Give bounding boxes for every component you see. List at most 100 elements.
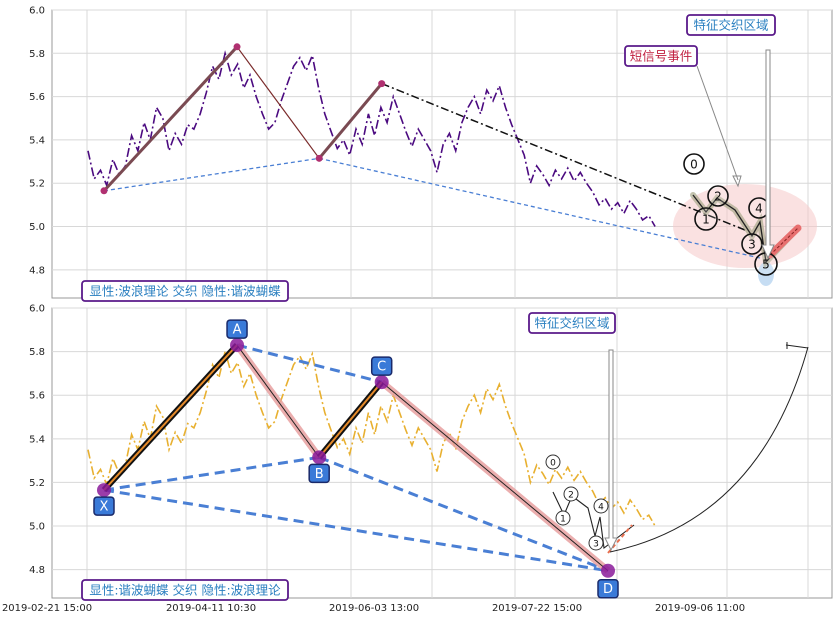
harmonic-pivot xyxy=(312,450,327,465)
top-panel: 4.8 5.0 5.2 5.4 5.6 5.8 6.0 0 12 3 4 5 特征交织区域短信号事件显… xyxy=(29,6,833,302)
y-tick-label: 5.2 xyxy=(29,478,45,489)
trend-line xyxy=(381,82,746,231)
dashed-line-2 xyxy=(319,157,761,259)
bottom-y-axis: 4.8 5.0 5.2 5.4 5.6 5.8 6.0 xyxy=(29,304,45,577)
harmonic-pivot xyxy=(230,338,245,353)
wave-count-label: 3 xyxy=(748,238,756,252)
wave-leg-3 xyxy=(318,82,383,160)
harmonic-point-label: X xyxy=(100,500,109,515)
harmonic-label-box xyxy=(370,356,393,376)
bottom-wave-label: 4 xyxy=(598,503,604,513)
harmonic-label-box xyxy=(93,496,115,516)
harmonic-leg-thin-0 xyxy=(236,344,320,458)
harmonic-point-label: C xyxy=(377,360,386,375)
bottom-zone-label: 特征交织区域 xyxy=(534,316,609,331)
bottom-wave-label: 0 xyxy=(550,459,556,469)
bottom-panel: 4.8 5.0 5.2 5.4 5.6 5.8 6.0 0 1 2 3 4 X A B C D 特征交织区域显性… xyxy=(29,304,833,601)
harmonic-label-box xyxy=(308,463,330,484)
top-zone-label: 特征交织区域 xyxy=(693,18,768,33)
y-tick-label: 4.8 xyxy=(29,565,45,576)
x-tick-label: 2019-06-03 13:00 xyxy=(329,603,419,614)
projection-arc xyxy=(609,346,809,553)
pivot-point xyxy=(315,154,323,162)
y-tick-label: 5.4 xyxy=(29,434,45,445)
top-event-label: 短信号事件 xyxy=(630,49,693,64)
bottom-wave-marker xyxy=(588,535,604,551)
zone-arrow xyxy=(761,49,775,260)
top-legend-label: 显性:波浪理论 交织 隐性:谐波蝴蝶 xyxy=(89,284,281,299)
bottom-wave-label: 2 xyxy=(568,491,574,501)
x-tick-label: 2019-07-22 15:00 xyxy=(492,603,582,614)
wave-count-path xyxy=(692,194,799,264)
top-wave-overlay xyxy=(100,43,802,269)
dashed-line-1 xyxy=(103,157,320,192)
harmonic-point-label: A xyxy=(233,323,242,338)
bottom-wave-marker xyxy=(555,510,571,526)
bottom-price-series xyxy=(87,348,656,527)
bottom-wave-marker xyxy=(593,498,609,514)
bottom-wave-label: 1 xyxy=(560,515,566,525)
wave-leg-2 xyxy=(236,46,320,159)
wave-leg-1 xyxy=(102,45,239,192)
y-tick-label: 5.8 xyxy=(29,49,45,60)
harmonic-leg-core-0 xyxy=(103,344,238,491)
wave-count-marker xyxy=(694,207,718,231)
wave-count-label: 2 xyxy=(714,190,722,204)
top-y-axis: 4.8 5.0 5.2 5.4 5.6 5.8 6.0 xyxy=(29,6,45,277)
harmonic-point-label: B xyxy=(315,467,324,482)
harmonic-pivot xyxy=(374,375,389,390)
harmonic-dashed-0 xyxy=(103,455,320,492)
bottom-wave-label: 3 xyxy=(593,540,599,550)
x-tick-label: 2019-04-11 10:30 xyxy=(166,603,256,614)
y-tick-label: 6.0 xyxy=(29,6,45,17)
harmonic-pivot xyxy=(601,563,615,578)
wave-count-label: 1 xyxy=(702,213,710,227)
harmonic-leg-thin-1 xyxy=(381,381,609,572)
harmonic-label-box xyxy=(226,319,248,339)
y-tick-label: 5.8 xyxy=(29,347,45,358)
bottom-zone-arrow xyxy=(604,349,618,552)
harmonic-leg-core-1 xyxy=(318,381,383,459)
wave-count-label: 4 xyxy=(755,202,763,216)
y-tick-label: 5.2 xyxy=(29,179,45,190)
wave-count-marker xyxy=(741,233,763,255)
harmonic-point-label: D xyxy=(603,582,613,597)
harmonic-dashed-1 xyxy=(236,343,383,384)
bottom-harmonic-overlay xyxy=(96,338,809,578)
y-tick-label: 6.0 xyxy=(29,304,45,315)
x-axis: 2019-02-21 15:00 2019-04-11 10:30 2019-06-… xyxy=(2,603,745,614)
harmonic-dashed-2 xyxy=(103,488,609,573)
wave-count-label: 5 xyxy=(762,258,770,272)
top-zone-label-box xyxy=(686,14,776,36)
y-tick-label: 5.6 xyxy=(29,391,45,402)
y-tick-label: 5.0 xyxy=(29,522,45,533)
x-tick-label: 2019-02-21 15:00 xyxy=(2,603,92,614)
wave-count-marker xyxy=(683,153,705,175)
harmonic-label-box xyxy=(597,578,619,599)
wave-count-label: 0 xyxy=(690,158,698,172)
pivot-point xyxy=(100,187,108,195)
wave-count-marker xyxy=(707,185,729,207)
bottom-wave-marker xyxy=(563,486,579,502)
top-gridlines xyxy=(52,9,832,298)
event-arrow xyxy=(696,65,742,188)
harmonic-dashed-3 xyxy=(318,455,609,573)
bottom-wave-marker xyxy=(545,454,561,470)
y-tick-label: 4.8 xyxy=(29,265,45,276)
pivot-point xyxy=(233,43,241,51)
y-tick-label: 5.0 xyxy=(29,222,45,233)
x-tick-label: 2019-09-06 11:00 xyxy=(655,603,745,614)
projection-dash xyxy=(769,227,799,256)
bottom-legend-label-box xyxy=(81,579,289,601)
bottom-projection xyxy=(607,524,633,554)
bottom-zone-label-box xyxy=(528,312,616,334)
bottom-legend-label: 显性:谐波蝴蝶 交织 隐性:波浪理论 xyxy=(89,583,281,598)
top-legend-label-box xyxy=(81,280,289,302)
pivot-point xyxy=(378,80,386,88)
y-tick-label: 5.6 xyxy=(29,92,45,103)
harmonic-pivot xyxy=(96,483,111,498)
top-event-label-box xyxy=(624,45,698,67)
